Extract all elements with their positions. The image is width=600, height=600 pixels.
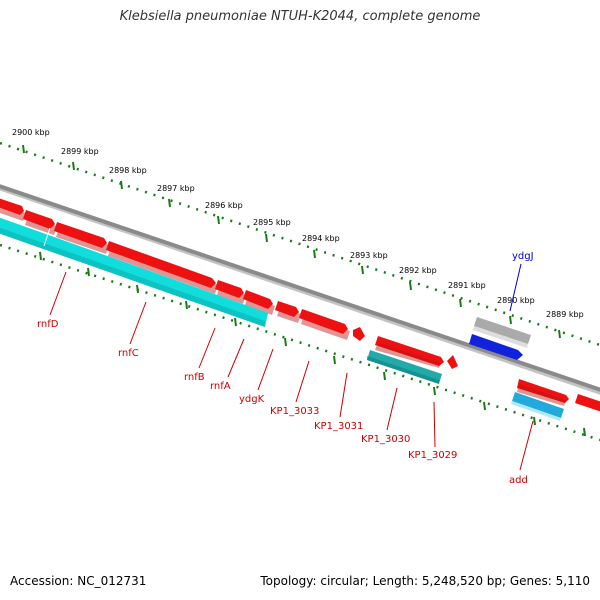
scale-label: 2900 kbp <box>12 128 50 137</box>
scale-tick <box>361 265 364 275</box>
cds-bar-blue[interactable] <box>469 334 523 360</box>
genome-summary-text: Topology: circular; Length: 5,248,520 bp… <box>260 574 590 588</box>
scale-tick <box>265 233 268 243</box>
backbone <box>0 184 600 395</box>
gene-label-rnfD[interactable]: rnfD <box>37 319 59 330</box>
other-features <box>0 217 564 421</box>
scale-tick <box>409 281 412 291</box>
gene-label-ydgK[interactable]: ydgK <box>239 394 265 405</box>
gene-label-kp1-3033[interactable]: KP1_3033 <box>270 406 319 417</box>
scale-label: 2896 kbp <box>205 201 243 210</box>
cds-arrow[interactable] <box>54 222 107 248</box>
cds-arrow[interactable] <box>575 394 600 413</box>
gene-label-rnfC[interactable]: rnfC <box>118 348 139 359</box>
outer-scale: 2900 kbp 2899 kbp 2898 kbp 2897 kbp 2896… <box>0 128 600 347</box>
cds-arrow[interactable] <box>243 290 273 309</box>
scale-label: 2894 kbp <box>302 234 340 243</box>
scale-tick <box>168 198 171 208</box>
scale-tick <box>22 144 25 154</box>
cds-arrow[interactable] <box>275 301 299 317</box>
scale-tick <box>72 161 75 171</box>
scale-label: 2890 kbp <box>497 296 535 305</box>
leader-lines <box>49 271 534 471</box>
gene-label-kp1-3031[interactable]: KP1_3031 <box>314 421 363 432</box>
gene-label-kp1-3029[interactable]: KP1_3029 <box>408 450 457 461</box>
cds-arrow[interactable] <box>375 336 444 366</box>
scale-label: 2898 kbp <box>109 166 147 175</box>
cds-arrow[interactable] <box>106 241 216 288</box>
inner-scale <box>0 243 600 442</box>
scale-label: 2892 kbp <box>399 266 437 275</box>
map-title: Klebsiella pneumoniae NTUH-K2044, comple… <box>119 9 481 24</box>
forward-strand <box>0 197 600 413</box>
cds-arrow[interactable] <box>215 280 244 298</box>
scale-label: 2897 kbp <box>157 184 195 193</box>
gene-label-ydgJ[interactable]: ydgJ <box>512 251 534 262</box>
gene-label-rnfA[interactable]: rnfA <box>210 381 231 392</box>
scale-tick <box>120 180 123 190</box>
gene-label-rnfB[interactable]: rnfB <box>184 372 205 383</box>
cds-bar-grey[interactable] <box>474 317 531 344</box>
scale-label: 2889 kbp <box>546 310 584 319</box>
scale-label: 2899 kbp <box>61 147 99 156</box>
cds-bar-lightblue[interactable] <box>512 392 564 418</box>
leader-line-ydgJ <box>509 263 522 312</box>
scale-tick <box>558 329 561 339</box>
scale-tick <box>509 315 512 325</box>
accession-text: Accession: NC_012731 <box>10 574 147 588</box>
scale-label: 2893 kbp <box>350 251 388 260</box>
scale-label: 2895 kbp <box>253 218 291 227</box>
cds-arrow[interactable] <box>447 355 458 369</box>
scale-label: 2891 kbp <box>448 281 486 290</box>
scale-tick <box>459 298 462 308</box>
gene-label-add[interactable]: add <box>509 475 528 486</box>
cds-arrow[interactable] <box>23 210 55 229</box>
cds-arrow[interactable] <box>517 379 569 403</box>
cds-arrow[interactable] <box>299 309 348 334</box>
scale-tick <box>313 249 316 259</box>
scale-tick <box>217 215 220 225</box>
cds-arrow[interactable] <box>0 197 24 215</box>
gene-label-kp1-3030[interactable]: KP1_3030 <box>361 434 410 445</box>
cds-arrow[interactable] <box>353 327 365 341</box>
